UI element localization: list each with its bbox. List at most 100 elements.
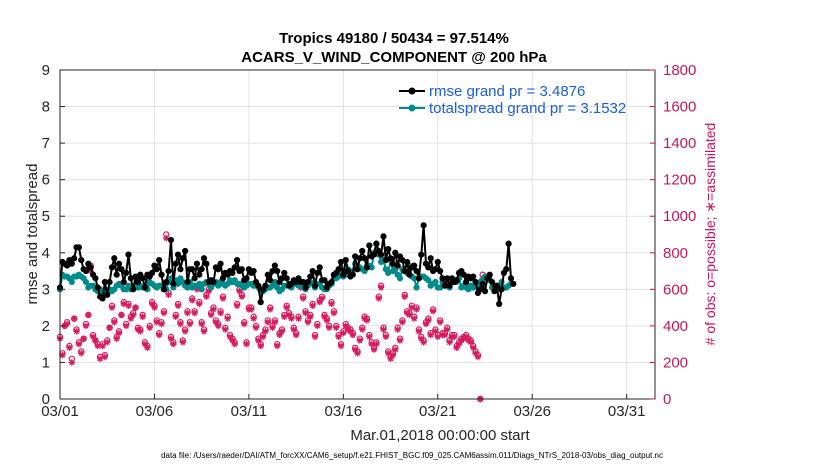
obs-assimilated-point (356, 337, 364, 344)
obs-assimilated-stroke (342, 323, 349, 329)
obs-assimilated-point (203, 293, 210, 300)
obs-assimilated-stroke (132, 304, 139, 311)
obs-assimilated-stroke (451, 334, 458, 340)
obs-assimilated-stroke (312, 334, 318, 340)
rmse-point (283, 275, 290, 282)
obs-assimilated-stroke (352, 346, 358, 353)
obs-assimilated-point (104, 339, 111, 346)
rmse-point (153, 266, 160, 273)
y-tick-label-right: 0 (663, 391, 671, 408)
rmse-point (387, 255, 394, 262)
rmse-point (156, 256, 163, 264)
rmse-point (389, 260, 397, 267)
obs-assimilated-stroke (390, 352, 396, 358)
y-tick-label-right: 1600 (663, 99, 696, 116)
rmse-point (92, 275, 99, 282)
rmse-point (196, 271, 203, 278)
rmse-point (269, 267, 276, 275)
obs-assimilated-point (153, 319, 161, 326)
rmse-point (271, 262, 278, 269)
rmse-point (113, 271, 120, 278)
obs-assimilated-point (406, 311, 413, 319)
obs-assimilated-point (257, 342, 264, 350)
rmse-point (217, 260, 224, 267)
obs-assimilated-stroke (239, 293, 245, 300)
obs-assimilated-point (85, 311, 92, 319)
obs-assimilated-stroke (184, 310, 191, 316)
obs-assimilated-stroke (340, 330, 347, 336)
rmse-point (481, 288, 489, 295)
obs-assimilated-point (111, 319, 118, 326)
obs-assimilated-stroke (156, 332, 162, 338)
obs-assimilated-point (266, 306, 274, 313)
obs-assimilated-point (99, 342, 106, 350)
rmse-point (378, 251, 385, 258)
obs-assimilated-point (106, 324, 113, 331)
obs-assimilated-point (311, 333, 319, 341)
rmse-point (167, 236, 175, 244)
rmse-point (281, 269, 288, 276)
obs-assimilated-stroke (371, 346, 377, 353)
obs-assimilated-point (264, 319, 271, 326)
obs-assimilated-stroke (293, 332, 299, 338)
rmse-point (274, 267, 281, 275)
rmse-point (134, 278, 142, 286)
rmse-point (158, 271, 165, 278)
obs-assimilated-point (179, 339, 186, 346)
ticks: 0 1 2 3 4 5 6 7 8 9 0 200 400 600 800 1000 1200 1400 1600 1… (41, 62, 696, 420)
obs-assimilated-point (70, 315, 78, 322)
obs-assimilated-stroke (144, 345, 151, 351)
obs-assimilated-stroke (210, 306, 217, 313)
rmse-point (78, 256, 85, 264)
obs-assimilated-stroke (413, 306, 420, 313)
obs-assimilated-stroke (130, 312, 136, 318)
rmse-point (363, 264, 371, 271)
obs-assimilated-stroke (411, 315, 417, 322)
obs-assimilated-point (333, 324, 340, 331)
obs-assimilated-stroke (269, 325, 276, 331)
obs-assimilated-stroke (73, 328, 80, 335)
obs-assimilated-point (158, 320, 165, 328)
rmse-point (427, 255, 434, 262)
rmse-point (349, 271, 356, 278)
totalspread-point (174, 280, 182, 287)
rmse-point (463, 278, 470, 286)
obs-assimilated-point (359, 326, 366, 333)
obs-assimilated-stroke (78, 350, 84, 357)
obs-assimilated-point (366, 333, 373, 341)
obs-assimilated-point (66, 344, 73, 352)
y-tick-label-left: 6 (42, 172, 50, 189)
obs-assimilated-stroke (102, 354, 108, 360)
chart-title: Tropics 49180 / 50434 = 97.514% (279, 30, 509, 47)
obs-assimilated-stroke (446, 339, 453, 346)
obs-assimilated-stroke (217, 310, 224, 316)
rmse-point (200, 255, 208, 262)
rmse-point (127, 275, 134, 282)
rmse-point (411, 262, 418, 269)
obs-assimilated-stroke (456, 341, 462, 347)
obs-assimilated-point (210, 306, 217, 313)
obs-assimilated-stroke (165, 292, 172, 298)
obs-assimilated-stroke (468, 339, 474, 346)
rmse-point (399, 256, 406, 264)
obs-assimilated-stroke (392, 346, 398, 353)
obs-assimilated-stroke (265, 319, 271, 325)
obs-assimilated-stroke (432, 328, 439, 335)
obs-assimilated-stroke (95, 343, 101, 349)
x-tick-label: 03/06 (136, 403, 174, 420)
legend: rmse grand pr = 3.4876 totalspread grand… (399, 83, 626, 117)
rmse-point (233, 256, 241, 264)
rmse-point (307, 273, 314, 280)
x-tick-label: 03/31 (608, 403, 646, 420)
obs-assimilated-point (219, 295, 227, 302)
obs-assimilated-stroke (350, 332, 356, 338)
obs-assimilated-point (290, 326, 297, 333)
grid (60, 70, 655, 399)
obs-assimilated-point (328, 300, 335, 308)
rmse-point (130, 286, 137, 293)
obs-assimilated-stroke (453, 345, 460, 351)
obs-assimilated-stroke (125, 303, 132, 309)
rmse-point (141, 284, 149, 291)
obs-assimilated-stroke (83, 323, 89, 329)
